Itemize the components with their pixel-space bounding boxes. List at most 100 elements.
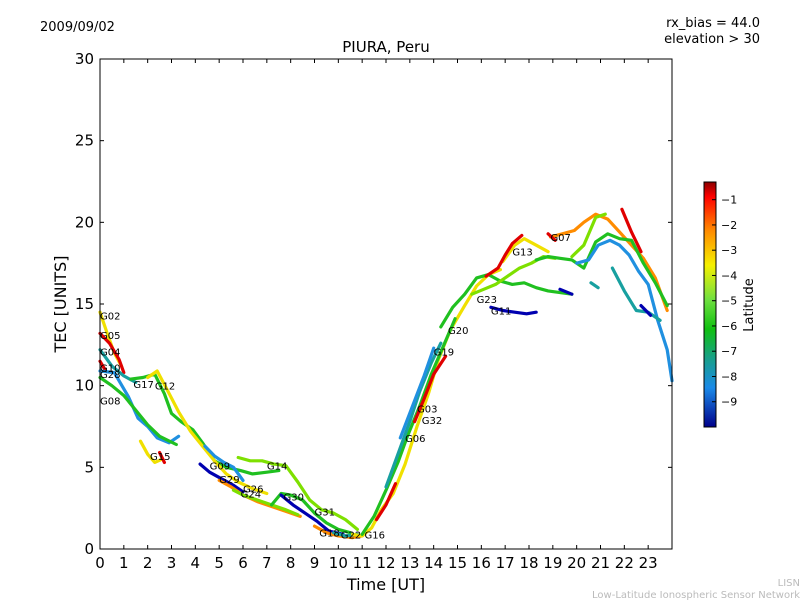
satellite-label: G11 (491, 307, 511, 318)
footer-lisn: LISN (778, 578, 800, 589)
colorbar-tick-label: −7 (721, 345, 737, 358)
x-tick-label: 6 (238, 554, 248, 572)
colorbar-tick-label: −4 (721, 269, 737, 282)
track-G21 (374, 482, 398, 522)
track-G30 (270, 491, 352, 535)
track-G16 (351, 268, 502, 538)
track-G10 (98, 359, 107, 371)
x-tick-label: 12 (376, 554, 395, 572)
colorbar-tick-label: −9 (721, 396, 737, 409)
x-tick-label: 7 (262, 554, 272, 572)
track-G07b (546, 232, 557, 242)
track-G01 (575, 238, 674, 383)
chart-title: PIURA, Peru (342, 38, 429, 56)
track-G09 (198, 462, 245, 494)
plot-tracks (98, 207, 674, 540)
x-tick-label: 10 (329, 554, 348, 572)
x-tick-label: 14 (424, 554, 443, 572)
track-G33 (610, 266, 662, 322)
y-tick-label: 20 (75, 213, 94, 231)
track-G13b (484, 233, 524, 278)
track-G11 (489, 305, 538, 316)
track-G19 (398, 346, 436, 440)
axis-ticks (99, 58, 672, 550)
colorbar-tick-label: −1 (721, 194, 737, 207)
track-G13 (501, 237, 550, 264)
satellite-label: G32 (422, 416, 442, 427)
track-G17 (129, 372, 281, 476)
colorbar (703, 181, 717, 428)
satellite-label: G22 (341, 530, 361, 541)
colorbar-tick-label: −2 (721, 219, 737, 232)
track-G12 (146, 369, 269, 496)
date-label: 2009/09/02 (40, 20, 115, 35)
plot-frame (99, 58, 673, 550)
satellite-label: G10 (100, 364, 120, 375)
x-tick-label: 17 (496, 554, 515, 572)
colorbar-tick-label: −3 (721, 244, 737, 257)
track-G18 (312, 524, 364, 540)
track-G24 (231, 488, 300, 517)
satellite-label: G12 (155, 382, 175, 393)
satellite-label: G04 (100, 347, 120, 358)
satellite-label: G23 (477, 295, 497, 306)
satellite-label: G26 (243, 485, 263, 496)
track-G03 (384, 341, 443, 489)
satellite-label: G18 (319, 529, 339, 540)
track-G06 (360, 317, 457, 536)
satellite-label: G08 (100, 396, 120, 407)
y-axis-label: TEC [UNITS] (51, 256, 70, 354)
track-G32 (413, 354, 448, 424)
track-G29 (203, 444, 245, 482)
satellite-label: G13 (512, 248, 532, 259)
colorbar-tick-label: −8 (721, 370, 737, 383)
y-tick-label: 0 (84, 540, 94, 558)
track-G15b (158, 451, 166, 464)
satellite-label: G20 (448, 326, 468, 337)
x-tick-label: 23 (639, 554, 658, 572)
track-G01b (589, 281, 600, 290)
x-tick-label: 4 (191, 554, 201, 572)
x-tick-label: 0 (95, 554, 105, 572)
satellite-label: G19 (434, 347, 454, 358)
y-tick-label: 25 (75, 132, 94, 150)
x-tick-label: 1 (119, 554, 129, 572)
y-tick-label: 10 (75, 377, 94, 395)
elevation-label: elevation > 30 (664, 32, 760, 47)
satellite-label: G05 (100, 331, 120, 342)
track-G20 (439, 273, 574, 329)
colorbar-tick-label: −6 (721, 320, 737, 333)
track-G15 (138, 439, 164, 464)
x-tick-label: 5 (214, 554, 224, 572)
satellite-label: G29 (219, 475, 239, 486)
x-tick-label: 18 (519, 554, 538, 572)
x-tick-label: 13 (400, 554, 419, 572)
x-tick-label: 2 (143, 554, 153, 572)
x-tick-label: 9 (310, 554, 320, 572)
rx-bias-label: rx_bias = 44.0 (666, 16, 760, 31)
x-tick-label: 8 (286, 554, 296, 572)
y-tick-label: 5 (84, 458, 94, 476)
satellite-label: G07 (550, 233, 570, 244)
colorbar-ticks: −1 −2 −3 −4 −5 −6 −7 −8 −9 (712, 194, 737, 409)
footer-network: Low-Latitude Ionospheric Sensor Network (592, 590, 800, 600)
x-tick-label: 11 (353, 554, 372, 572)
x-tick-label: 22 (615, 554, 634, 572)
track-G14 (236, 455, 359, 531)
track-G34 (620, 207, 643, 254)
satellite-label: G31 (315, 507, 335, 518)
x-tick-label: 16 (472, 554, 491, 572)
track-G25 (534, 232, 669, 308)
x-tick-label: 19 (543, 554, 562, 572)
x-tick-label: 20 (567, 554, 586, 572)
satellite-label: G03 (417, 405, 437, 416)
track-G11b (558, 287, 574, 296)
track-G08 (98, 375, 178, 447)
x-tick-label: 21 (591, 554, 610, 572)
x-axis-label: Time [UT] (346, 575, 425, 594)
satellite-label: G06 (405, 434, 425, 445)
track-G35 (639, 304, 653, 317)
satellite-label: G30 (284, 493, 304, 504)
satellite-label: G02 (100, 311, 120, 322)
